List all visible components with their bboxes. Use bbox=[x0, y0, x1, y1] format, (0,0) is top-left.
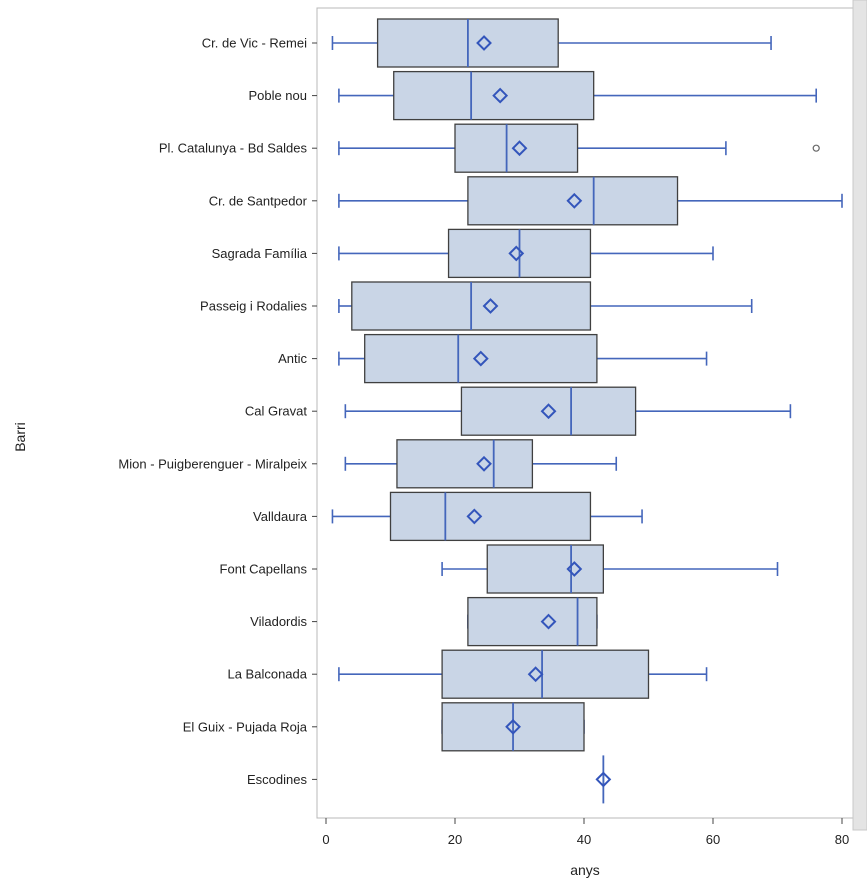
box-group bbox=[595, 755, 612, 804]
category-label: Mion - Puigberenguer - Miralpeix bbox=[118, 456, 307, 471]
x-tick-label: 80 bbox=[835, 832, 849, 847]
category-label: Valldaura bbox=[253, 509, 308, 524]
box bbox=[364, 333, 598, 384]
mean-marker bbox=[476, 455, 492, 472]
box bbox=[454, 123, 579, 173]
outlier-point bbox=[812, 144, 820, 152]
box-group bbox=[467, 596, 598, 647]
x-tick-label: 40 bbox=[577, 832, 591, 847]
category-label: Poble nou bbox=[248, 88, 307, 103]
box-group bbox=[441, 702, 585, 752]
box bbox=[389, 491, 592, 542]
mean-marker bbox=[492, 87, 509, 104]
category-label: Antic bbox=[278, 351, 307, 366]
box-group bbox=[441, 544, 779, 594]
box-group bbox=[338, 333, 708, 384]
box-group bbox=[338, 70, 818, 121]
category-label: Pl. Catalunya - Bd Saldes bbox=[159, 141, 308, 156]
category-label: Viladordis bbox=[250, 614, 307, 629]
category-label: Font Capellans bbox=[220, 562, 308, 577]
category-label: Cr. de Vic - Remei bbox=[202, 36, 307, 51]
x-tick-label: 60 bbox=[706, 832, 720, 847]
x-axis-title: anys bbox=[570, 862, 600, 878]
mean-marker bbox=[472, 350, 489, 367]
box-group bbox=[344, 386, 792, 436]
mean-marker bbox=[527, 666, 544, 683]
category-label: Cr. de Santpedor bbox=[209, 193, 308, 208]
box bbox=[486, 544, 604, 594]
box-group bbox=[331, 491, 643, 542]
category-label: Escodines bbox=[247, 772, 307, 787]
x-tick-label: 20 bbox=[448, 832, 462, 847]
category-label: Passeig i Rodalies bbox=[200, 299, 307, 314]
box-group bbox=[338, 649, 708, 699]
right-scroll-edge bbox=[852, 0, 867, 831]
box-group bbox=[344, 439, 618, 489]
box-group bbox=[338, 228, 714, 279]
box-series-group bbox=[331, 18, 843, 804]
mean-marker bbox=[508, 245, 525, 262]
mean-marker bbox=[540, 613, 557, 630]
category-labels: Cr. de Vic - Remei Poble nou Pl. Catalunya… bbox=[118, 36, 317, 787]
box bbox=[467, 176, 679, 226]
mean-marker bbox=[595, 771, 612, 788]
category-label: El Guix - Pujada Roja bbox=[183, 719, 308, 734]
box bbox=[467, 596, 598, 647]
x-axis: 0 20 40 60 80 bbox=[322, 818, 849, 847]
y-axis-title: Barri bbox=[12, 422, 28, 452]
mean-marker bbox=[511, 140, 528, 157]
mean-marker bbox=[476, 35, 492, 51]
box-group bbox=[338, 176, 843, 226]
box bbox=[460, 386, 637, 436]
mean-marker bbox=[466, 508, 483, 525]
mean-marker bbox=[505, 718, 521, 735]
box-group bbox=[331, 18, 772, 68]
mean-marker bbox=[566, 192, 583, 209]
box-group bbox=[338, 123, 820, 173]
mean-marker bbox=[540, 403, 557, 420]
category-label: La Balconada bbox=[227, 667, 307, 682]
mean-marker bbox=[566, 561, 583, 577]
x-tick-label: 0 bbox=[322, 832, 329, 847]
box bbox=[396, 439, 534, 489]
box bbox=[441, 649, 650, 699]
category-label: Sagrada Família bbox=[212, 246, 308, 261]
category-label: Cal Gravat bbox=[245, 404, 308, 419]
mean-marker bbox=[482, 298, 499, 314]
box-group bbox=[338, 281, 753, 331]
